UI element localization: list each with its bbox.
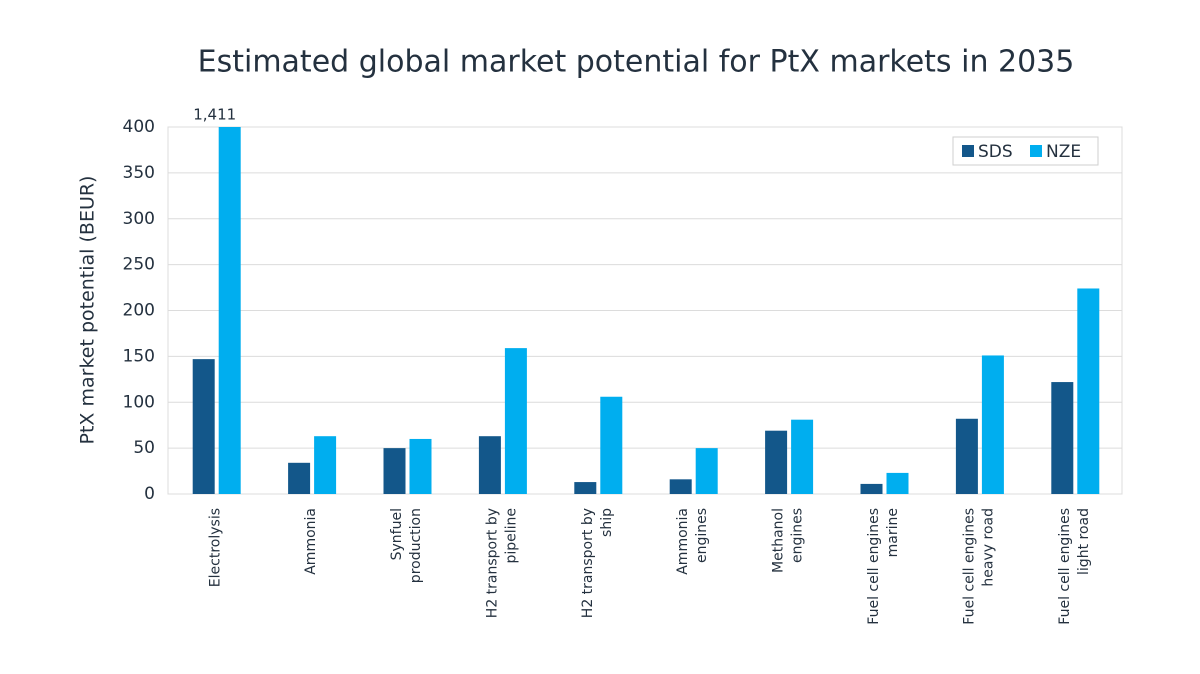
x-tick-label-line: Fuel cell engines (961, 508, 977, 625)
bar (669, 479, 692, 494)
plot-frame (167, 126, 1123, 495)
legend-box (952, 136, 1099, 166)
x-tick-label: Ammonia (303, 508, 319, 575)
bar (981, 355, 1004, 494)
bar (288, 462, 311, 494)
bar (383, 448, 406, 494)
bar (1051, 382, 1074, 494)
y-tick-label: 200 (123, 301, 155, 321)
legend-swatch (1030, 145, 1042, 157)
bar (860, 483, 883, 494)
bar (1077, 288, 1100, 494)
x-tick-label: Synfuel production (389, 508, 424, 583)
y-tick-label: 100 (123, 392, 155, 412)
x-tick-label-line: Ammonia (675, 508, 691, 575)
bar (574, 482, 597, 494)
y-tick-label: 150 (123, 346, 155, 366)
bar (218, 127, 241, 494)
x-tick-label-line: light road (1076, 508, 1092, 575)
x-tick-label-line: Electrolysis (208, 508, 224, 587)
x-tick-label-line: marine (885, 508, 901, 557)
y-tick-label: 400 (123, 117, 155, 137)
data-label: 1,411 (193, 106, 236, 124)
x-tick-label: Ammonia engines (675, 508, 710, 575)
x-tick-label-line: production (408, 508, 424, 583)
bar (791, 419, 814, 494)
bar (409, 438, 432, 494)
y-tick-label: 50 (133, 438, 155, 458)
bar (886, 472, 909, 494)
bar (955, 418, 978, 494)
legend-label: NZE (1046, 142, 1081, 162)
chart-title: Estimated global market potential for Pt… (198, 45, 1075, 80)
x-tick-label-line: heavy road (980, 508, 996, 587)
x-tick-label-line: engines (694, 508, 710, 563)
legend-swatch (962, 145, 974, 157)
x-tick-label: Fuel cell engines light road (1057, 508, 1092, 625)
x-tick-label: H2 transport by ship (580, 508, 615, 618)
bar (695, 448, 718, 494)
x-tick-label-line: engines (790, 508, 806, 563)
bar (478, 436, 501, 494)
x-tick-label-line: Fuel cell engines (866, 508, 882, 625)
x-tick-label-line: Fuel cell engines (1057, 508, 1073, 625)
x-tick-label: Fuel cell engines heavy road (961, 508, 996, 625)
y-tick-label: 250 (123, 255, 155, 275)
bar (504, 348, 527, 494)
x-tick-label: Fuel cell engines marine (866, 508, 901, 625)
x-tick-label: Electrolysis (208, 508, 224, 587)
y-tick-label: 300 (123, 209, 155, 229)
bars (192, 127, 1100, 494)
bar (314, 436, 337, 494)
y-tick-label: 350 (123, 163, 155, 183)
x-tick-label-line: pipeline (503, 508, 519, 564)
x-tick-label: H2 transport by pipeline (484, 508, 519, 618)
x-tick-label-line: H2 transport by (484, 508, 500, 618)
x-tick-label-line: H2 transport by (580, 508, 596, 618)
x-tick-label-line: Synfuel (389, 508, 405, 560)
x-tick-label-line: ship (599, 508, 615, 537)
legend-label: SDS (978, 142, 1013, 162)
y-axis-label: PtX market potential (BEUR) (77, 176, 99, 445)
y-tick-label: 0 (144, 484, 155, 504)
x-tick-label: Methanol engines (771, 508, 806, 573)
bar (765, 430, 788, 494)
x-tick-label-line: Ammonia (303, 508, 319, 575)
bar (192, 359, 215, 494)
bar (600, 396, 623, 494)
x-tick-label-line: Methanol (771, 508, 787, 573)
